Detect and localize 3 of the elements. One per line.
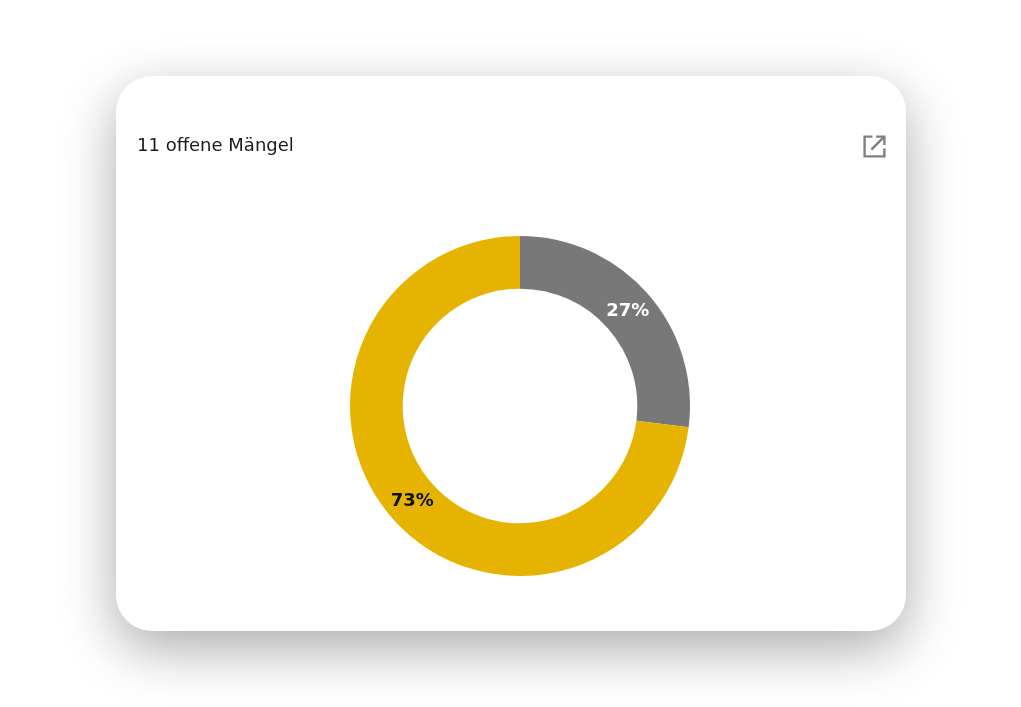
data-label: 27% <box>606 298 650 320</box>
chart-title: 11 offene Mängel <box>137 133 294 157</box>
data-label: 73% <box>390 488 434 510</box>
